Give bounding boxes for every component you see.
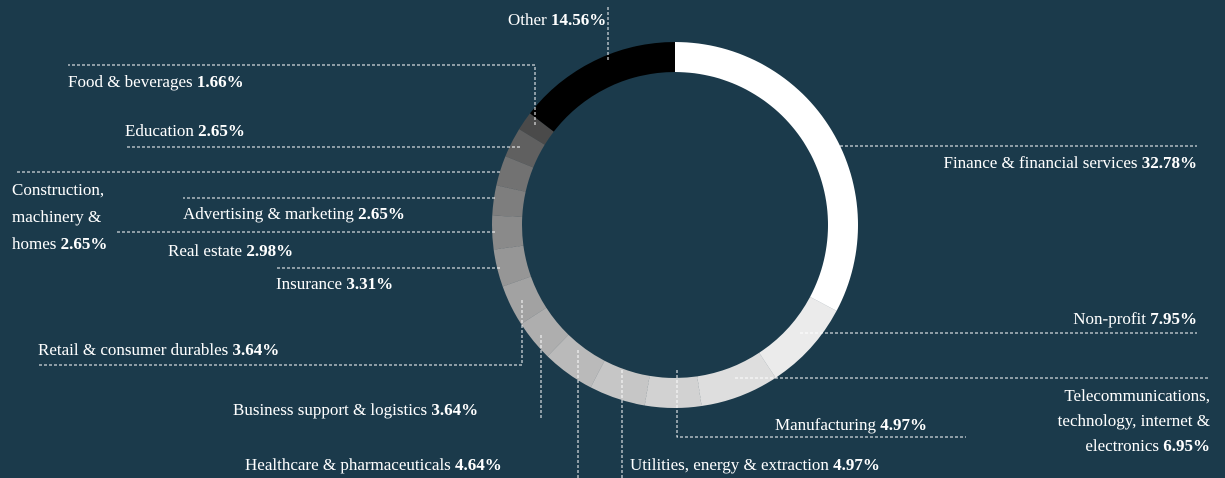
label-name: Advertising & marketing <box>183 204 354 223</box>
label-value: 3.31% <box>346 274 394 293</box>
label-name: Healthcare & pharmaceuticals <box>245 455 451 474</box>
label-value: 2.65% <box>198 121 245 140</box>
label: Telecommunications, technology, internet… <box>1005 383 1210 458</box>
donut-segment <box>505 129 545 168</box>
label: Manufacturing 4.97% <box>775 412 927 438</box>
donut-segment <box>491 215 524 250</box>
leader-line <box>676 370 966 438</box>
label-value: 6.95% <box>1163 436 1210 455</box>
label-name: Real estate <box>168 241 243 260</box>
label-value: 2.65% <box>358 204 405 223</box>
label-name: Business support & logistics <box>233 400 428 419</box>
label-name: Insurance <box>276 274 343 293</box>
donut-segment <box>492 185 526 218</box>
donut-segment <box>547 334 605 388</box>
label: Construction, machinery & homes 2.65% <box>12 176 147 257</box>
leader-line <box>38 300 523 366</box>
donut-segment <box>697 352 776 407</box>
donut-segment <box>502 276 547 325</box>
donut-segment <box>496 156 534 192</box>
donut-segment <box>519 113 554 145</box>
label: Business support & logistics 3.64% <box>233 397 478 423</box>
donut-segment <box>529 42 675 132</box>
label-value: 3.64% <box>232 340 280 359</box>
donut-segment <box>644 375 702 408</box>
label: Real estate 2.98% <box>168 238 293 264</box>
leader-line <box>68 64 536 125</box>
label-value: 2.65% <box>60 234 108 253</box>
label-name: Manufacturing <box>775 415 877 434</box>
label-value: 1.66% <box>196 72 244 91</box>
label-value: 14.56% <box>550 10 607 29</box>
label-value: 2.98% <box>246 241 294 260</box>
label: Healthcare & pharmaceuticals 4.64% <box>245 452 502 478</box>
label-value: 32.78% <box>1141 153 1197 172</box>
label-value: 7.95% <box>1150 309 1197 328</box>
label: Non-profit 7.95% <box>1073 306 1197 332</box>
label-value: 4.97% <box>833 455 880 474</box>
donut-segment <box>759 296 837 378</box>
label: Insurance 3.31% <box>276 271 393 297</box>
label-name: Utilities, energy & extraction <box>630 455 829 474</box>
label: Finance & financial services 32.78% <box>937 150 1197 176</box>
label-name: Construction, machinery & homes <box>12 180 105 253</box>
label: Education 2.65% <box>125 118 245 144</box>
label: Utilities, energy & extraction 4.97% <box>630 452 880 478</box>
label-name: Other <box>508 10 547 29</box>
label-name: Finance & financial services <box>943 153 1138 172</box>
label-name: Food & beverages <box>68 72 193 91</box>
label-name: Non-profit <box>1073 309 1146 328</box>
donut-segment <box>493 245 531 287</box>
label-value: 4.64% <box>455 455 502 474</box>
label-value: 4.97% <box>880 415 928 434</box>
label: Advertising & marketing 2.65% <box>183 201 405 227</box>
label-name: Retail & consumer durables <box>38 340 229 359</box>
label-value: 3.64% <box>431 400 479 419</box>
label-name: Education <box>125 121 194 140</box>
label: Other 14.56% <box>508 7 606 33</box>
label-name: Telecommunications, technology, internet… <box>1057 386 1210 455</box>
label: Food & beverages 1.66% <box>68 69 244 95</box>
donut-segment <box>590 360 650 406</box>
label: Retail & consumer durables 3.64% <box>38 337 279 363</box>
donut-segment <box>675 42 858 311</box>
donut-segment <box>521 307 569 357</box>
